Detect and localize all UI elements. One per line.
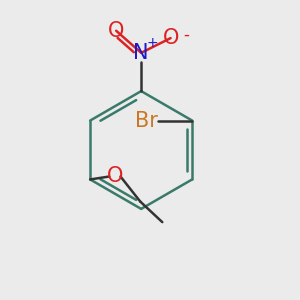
Text: O: O — [107, 167, 123, 187]
Text: O: O — [162, 28, 179, 48]
Text: Br: Br — [135, 111, 158, 130]
Text: +: + — [146, 36, 158, 50]
Text: O: O — [108, 21, 124, 41]
Text: N: N — [134, 43, 149, 63]
Text: -: - — [183, 26, 189, 44]
